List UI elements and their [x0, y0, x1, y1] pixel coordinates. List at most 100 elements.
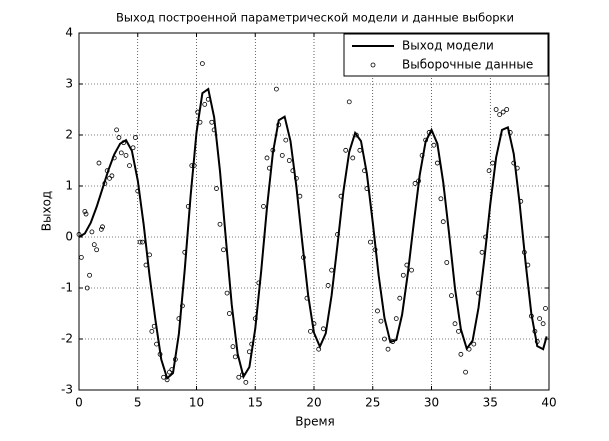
- sample-point: [528, 313, 534, 319]
- sample-point: [217, 221, 223, 227]
- sample-point: [197, 119, 203, 125]
- sample-point: [214, 186, 219, 191]
- sample-point: [507, 130, 513, 135]
- chart-title: Выход построенной параметрической модели…: [116, 11, 514, 25]
- sample-point: [211, 127, 217, 133]
- sample-point: [111, 155, 117, 161]
- sample-point: [276, 122, 282, 128]
- sample-point: [123, 152, 129, 158]
- sample-point: [479, 249, 485, 255]
- y-tick-label: -1: [61, 281, 73, 295]
- legend: Выход модели Выборочные данные: [343, 33, 549, 77]
- sample-point: [102, 181, 108, 186]
- sample-point: [130, 145, 136, 151]
- x-tick-label: 20: [306, 396, 321, 410]
- sample-point: [273, 86, 279, 92]
- sample-point: [266, 165, 272, 171]
- sample-point: [426, 130, 432, 135]
- sample-point: [537, 316, 542, 322]
- sample-point: [362, 168, 367, 174]
- model-line: [78, 87, 548, 381]
- sample-point: [121, 140, 127, 146]
- sample-point: [189, 163, 195, 169]
- sample-point: [367, 239, 373, 245]
- y-tick-label: 2: [65, 128, 73, 142]
- sample-point: [164, 377, 170, 383]
- sample-point: [230, 344, 236, 350]
- y-tick-label: 4: [65, 26, 73, 40]
- sample-point: [290, 168, 296, 174]
- sample-point: [458, 351, 464, 357]
- sample-point: [239, 372, 245, 378]
- sample-point: [343, 147, 349, 153]
- sample-point: [511, 160, 517, 166]
- sample-point: [151, 323, 157, 329]
- sample-point: [297, 193, 303, 199]
- sample-point: [463, 369, 468, 375]
- sample-point: [416, 178, 421, 184]
- sample-point: [378, 318, 384, 324]
- sample-point: [357, 147, 363, 153]
- sample-point: [279, 152, 285, 158]
- sample-point: [320, 326, 326, 332]
- sample-point: [353, 132, 359, 138]
- sample-point: [316, 346, 322, 352]
- sample-point: [252, 316, 258, 322]
- sample-point: [199, 61, 205, 66]
- sample-point: [304, 295, 310, 301]
- sample-point: [286, 158, 292, 163]
- sample-point: [161, 374, 167, 380]
- sample-point: [493, 107, 499, 112]
- sample-point: [96, 160, 102, 166]
- sample-point: [543, 305, 548, 311]
- sample-point: [167, 369, 172, 375]
- x-tick-label: 30: [424, 396, 439, 410]
- sample-point: [471, 341, 477, 347]
- sample-point: [98, 226, 104, 232]
- sample-point: [301, 254, 306, 260]
- sample-point: [486, 168, 492, 174]
- legend-swatch: [370, 62, 376, 68]
- sample-point: [311, 321, 317, 327]
- sample-point: [246, 349, 252, 355]
- sample-point: [452, 321, 458, 327]
- sample-point: [83, 211, 89, 217]
- sample-point: [504, 107, 510, 112]
- sample-point: [261, 203, 266, 209]
- sample-point: [423, 137, 429, 143]
- sample-point: [521, 249, 527, 255]
- sample-point: [104, 168, 110, 174]
- y-axis-label: Выход: [40, 191, 54, 231]
- sample-point: [191, 163, 197, 169]
- sample-point: [236, 374, 242, 380]
- sample-point: [137, 239, 143, 245]
- sample-point: [84, 285, 90, 291]
- sample-point: [476, 290, 481, 296]
- sample-point: [338, 193, 344, 199]
- sample-point: [202, 102, 208, 107]
- sample-point: [293, 175, 299, 181]
- sample-point: [78, 254, 84, 260]
- sample-point: [82, 209, 88, 214]
- sample-point: [375, 308, 380, 314]
- sample-point: [466, 346, 472, 352]
- sample-point: [409, 267, 414, 273]
- sample-point: [256, 280, 262, 286]
- sample-point: [434, 160, 440, 166]
- sample-point: [221, 247, 226, 253]
- sample-point: [135, 188, 141, 194]
- sample-point: [335, 232, 340, 237]
- legend-box: [343, 33, 549, 77]
- sample-point: [87, 272, 92, 278]
- sample-point: [143, 262, 149, 268]
- sample-point: [540, 321, 546, 327]
- sample-point: [412, 181, 418, 186]
- sample-point: [397, 295, 403, 301]
- sample-point: [483, 234, 488, 240]
- sample-point: [400, 272, 406, 278]
- y-tick-label: 0: [65, 230, 73, 244]
- sample-point: [107, 175, 112, 181]
- sample-point: [449, 293, 454, 299]
- sample-point: [209, 119, 215, 125]
